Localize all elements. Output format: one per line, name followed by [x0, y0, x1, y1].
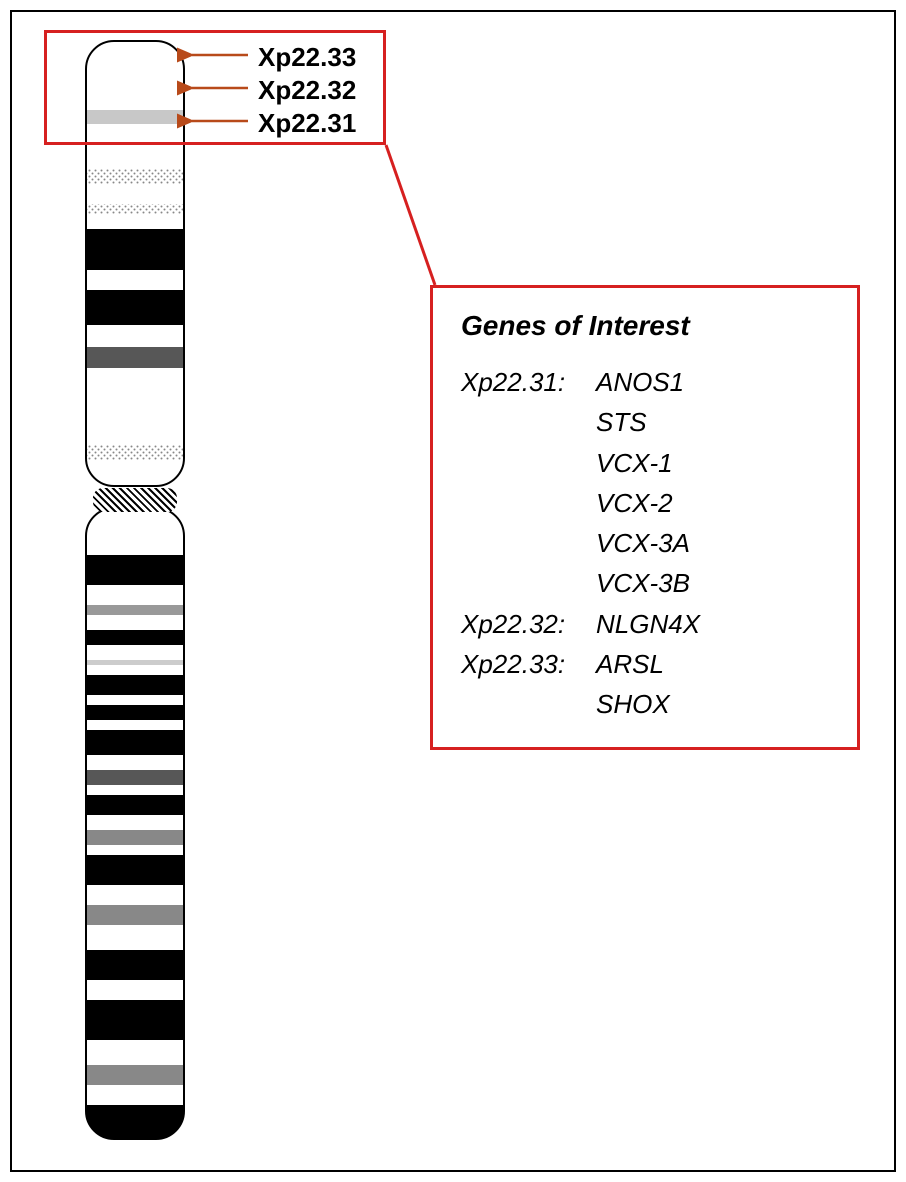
gene-name: NLGN4X: [596, 604, 700, 644]
gene-name: ARSL: [596, 644, 664, 684]
gene-locus: Xp22.32:: [461, 604, 596, 644]
gene-locus: [461, 563, 596, 603]
gene-locus: [461, 483, 596, 523]
gene-entry: VCX-3A: [461, 523, 829, 563]
gene-name: ANOS1: [596, 362, 684, 402]
band-label: Xp22.32: [258, 75, 356, 106]
gene-name: VCX-1: [596, 443, 673, 483]
gene-entry: Xp22.31:ANOS1: [461, 362, 829, 402]
info-box-title: Genes of Interest: [461, 310, 829, 342]
gene-name: VCX-2: [596, 483, 673, 523]
gene-locus: [461, 443, 596, 483]
gene-name: SHOX: [596, 684, 670, 724]
gene-entry: VCX-1: [461, 443, 829, 483]
band-label: Xp22.31: [258, 108, 356, 139]
gene-entry: Xp22.32:NLGN4X: [461, 604, 829, 644]
gene-locus: [461, 523, 596, 563]
gene-entry: SHOX: [461, 684, 829, 724]
genes-info-box: Genes of Interest Xp22.31:ANOS1STSVCX-1V…: [430, 285, 860, 750]
gene-entry: STS: [461, 402, 829, 442]
gene-locus: [461, 684, 596, 724]
gene-locus: Xp22.33:: [461, 644, 596, 684]
band-arrows: [0, 0, 906, 200]
gene-name: STS: [596, 402, 647, 442]
band-label: Xp22.33: [258, 42, 356, 73]
gene-entry: VCX-2: [461, 483, 829, 523]
gene-entry: VCX-3B: [461, 563, 829, 603]
gene-name: VCX-3A: [596, 523, 690, 563]
gene-name: VCX-3B: [596, 563, 690, 603]
gene-locus: Xp22.31:: [461, 362, 596, 402]
gene-entry: Xp22.33:ARSL: [461, 644, 829, 684]
gene-locus: [461, 402, 596, 442]
